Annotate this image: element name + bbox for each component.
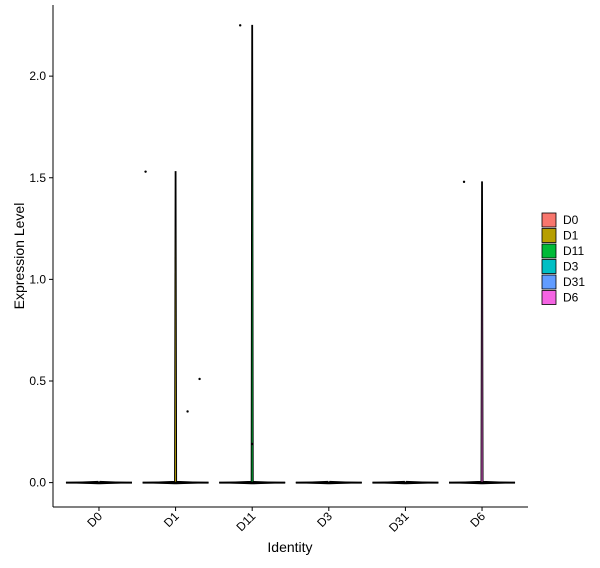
violin [142,171,209,485]
point [238,24,242,27]
x-tick-label: D11 [233,509,258,534]
y-tick-label: 0.0 [29,476,46,490]
legend-swatch [541,243,557,259]
legend-swatch [541,228,557,243]
x-tick-label: D31 [386,509,412,535]
x-axis-title: Identity [267,539,312,555]
x-tick-label: D0 [84,509,105,530]
legend-label: D0 [563,213,579,227]
y-tick-label: 2.0 [29,69,46,83]
y-tick-label: 1.5 [29,171,46,185]
point [462,180,466,184]
y-axis-title: Expression Level [11,203,27,310]
y-tick-label: 1.0 [29,272,46,286]
legend-swatch [541,290,557,305]
legend-swatch [541,259,557,274]
legend-label: D31 [563,275,585,289]
legend-label: D11 [563,244,584,258]
x-tick-label: D3 [314,509,335,530]
legend-swatch [541,212,557,228]
point [198,377,201,381]
violin [219,24,286,485]
x-tick-label: D6 [467,509,488,530]
violin [449,181,516,485]
legend-label: D3 [563,260,579,274]
point [250,442,254,446]
x-tick-label: D1 [161,509,182,530]
legend-label: D1 [563,229,579,243]
legend-label: D6 [563,291,579,305]
point [186,410,189,413]
y-tick-label: 0.5 [29,374,46,388]
legend-swatch [541,274,557,290]
point [144,170,147,173]
